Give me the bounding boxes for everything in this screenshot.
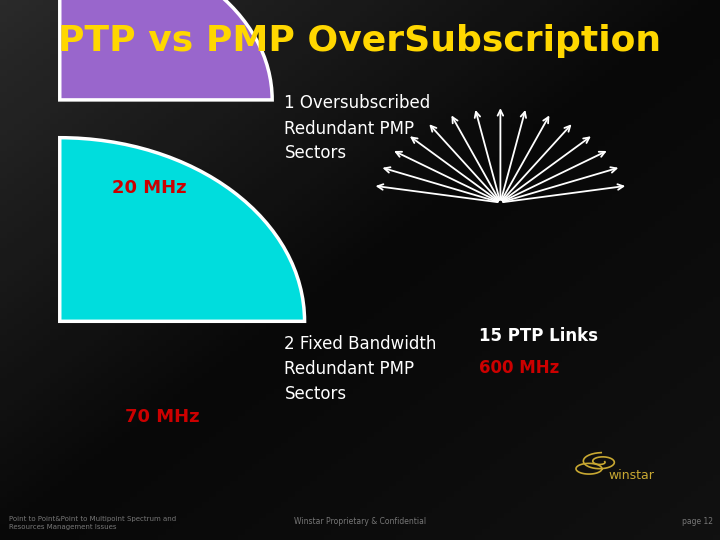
Text: Point to Point&Point to Multipoint Spectrum and
Resources Management Issues: Point to Point&Point to Multipoint Spect… xyxy=(9,516,176,530)
Text: 70 MHz: 70 MHz xyxy=(125,408,200,426)
Text: 1 Oversubscribed
Redundant PMP
Sectors: 1 Oversubscribed Redundant PMP Sectors xyxy=(284,94,431,163)
Text: 15 PTP Links: 15 PTP Links xyxy=(479,327,598,345)
Wedge shape xyxy=(60,138,305,321)
Text: 600 MHz: 600 MHz xyxy=(479,359,559,377)
Text: 20 MHz: 20 MHz xyxy=(112,179,186,197)
Text: winstar: winstar xyxy=(608,469,654,482)
Wedge shape xyxy=(60,0,272,100)
Text: PTP vs PMP OverSubscription: PTP vs PMP OverSubscription xyxy=(58,24,662,57)
Text: 2 Fixed Bandwidth
Redundant PMP
Sectors: 2 Fixed Bandwidth Redundant PMP Sectors xyxy=(284,335,437,403)
Text: Winstar Proprietary & Confidential: Winstar Proprietary & Confidential xyxy=(294,517,426,525)
Text: page 12: page 12 xyxy=(682,517,713,525)
